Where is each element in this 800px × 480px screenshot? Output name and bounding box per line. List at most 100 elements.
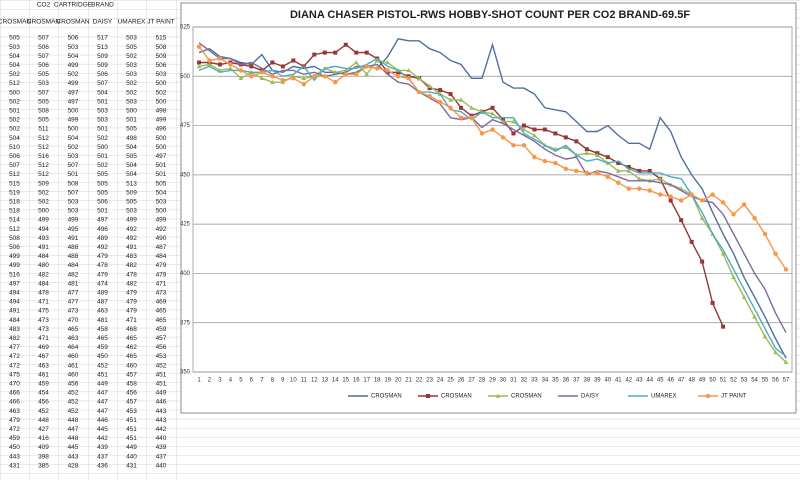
y-tick-label: 400 (180, 271, 191, 277)
cell: 484 (38, 280, 49, 287)
marker (249, 74, 254, 79)
x-tick-label: 34 (542, 378, 549, 384)
marker (689, 192, 694, 197)
cell: 502 (97, 135, 108, 142)
cell: 499 (68, 217, 79, 224)
cell: 440 (156, 462, 167, 469)
cell: 452 (68, 399, 79, 406)
cell: 507 (38, 53, 49, 60)
cell: 451 (97, 371, 108, 378)
cell: 459 (156, 326, 167, 333)
marker (406, 76, 411, 81)
cell: 513 (97, 44, 108, 51)
y-tick-label: 350 (180, 370, 191, 376)
cell: 456 (38, 399, 49, 406)
x-tick-label: 8 (271, 378, 275, 384)
cell: 516 (9, 271, 20, 278)
marker (354, 50, 359, 55)
cell: 463 (9, 408, 20, 415)
cell: 504 (126, 144, 137, 151)
cell: 509 (38, 180, 49, 187)
cell: 506 (38, 44, 49, 51)
cell: 507 (9, 162, 20, 169)
cell: 475 (38, 308, 49, 315)
cell: 479 (97, 253, 108, 260)
marker (637, 168, 642, 173)
marker (521, 143, 527, 148)
cell: 502 (9, 126, 20, 133)
x-tick-label: 43 (636, 378, 643, 384)
cell: 442 (156, 426, 167, 433)
marker (500, 119, 506, 124)
cell: 447 (97, 390, 108, 397)
x-tick-label: 10 (290, 378, 297, 384)
x-tick-label: 47 (678, 378, 685, 384)
x-tick-label: 18 (374, 378, 381, 384)
marker (626, 186, 631, 191)
marker (563, 135, 568, 140)
legend-label: CROSMAN (441, 394, 472, 400)
marker (720, 251, 726, 256)
cell: 505 (38, 117, 49, 124)
cell: 504 (9, 62, 20, 69)
cell: 448 (38, 417, 49, 424)
legend-label: JT PAINT (721, 394, 747, 400)
cell: 454 (38, 390, 49, 397)
cell: 518 (9, 199, 20, 206)
cell: 500 (97, 144, 108, 151)
cell: 428 (68, 462, 79, 469)
cell: 502 (9, 117, 20, 124)
x-tick-label: 5 (239, 378, 243, 384)
x-tick-label: 1 (197, 378, 201, 384)
marker (741, 202, 747, 207)
cell: 448 (68, 435, 79, 442)
x-tick-label: 23 (426, 378, 433, 384)
cell: 445 (97, 426, 108, 433)
cell: 502 (126, 53, 137, 60)
cell: 453 (156, 353, 167, 360)
marker (741, 294, 747, 299)
x-tick-label: 11 (301, 378, 308, 384)
cell: 507 (38, 89, 49, 96)
marker (553, 160, 558, 166)
cell: 461 (38, 371, 49, 378)
cell: 427 (38, 426, 49, 433)
cell: 478 (38, 290, 49, 297)
cell: 505 (97, 180, 108, 187)
x-tick-label: 32 (521, 378, 528, 384)
marker (574, 168, 579, 174)
cell: 494 (9, 299, 20, 306)
marker (312, 52, 317, 57)
cell: 507 (97, 80, 108, 87)
cell: 471 (38, 299, 49, 306)
cell: 487 (156, 244, 167, 251)
marker (249, 64, 254, 69)
x-tick-label: 26 (458, 378, 465, 384)
y-tick-label: 425 (180, 222, 191, 228)
cell: 506 (97, 199, 108, 206)
cell: 457 (126, 399, 137, 406)
cell: 398 (38, 453, 49, 460)
cell: 452 (68, 408, 79, 415)
marker (333, 80, 338, 85)
cell: 506 (97, 71, 108, 78)
cell: 465 (97, 335, 108, 342)
x-tick-label: 20 (395, 378, 402, 384)
marker (705, 393, 711, 399)
cell: 479 (156, 271, 167, 278)
cell: 494 (9, 290, 20, 297)
marker (364, 50, 369, 55)
cell: 500 (156, 135, 167, 142)
cell: 463 (68, 335, 79, 342)
cell: 505 (9, 35, 20, 42)
marker (217, 56, 223, 61)
marker (416, 89, 422, 95)
legend-label: UMAREX (651, 394, 677, 400)
cell: 484 (9, 317, 20, 324)
cell: 456 (68, 381, 79, 388)
cell: 505 (126, 199, 137, 206)
cell: 496 (97, 226, 108, 233)
marker (406, 67, 411, 73)
cell: 481 (68, 280, 79, 287)
